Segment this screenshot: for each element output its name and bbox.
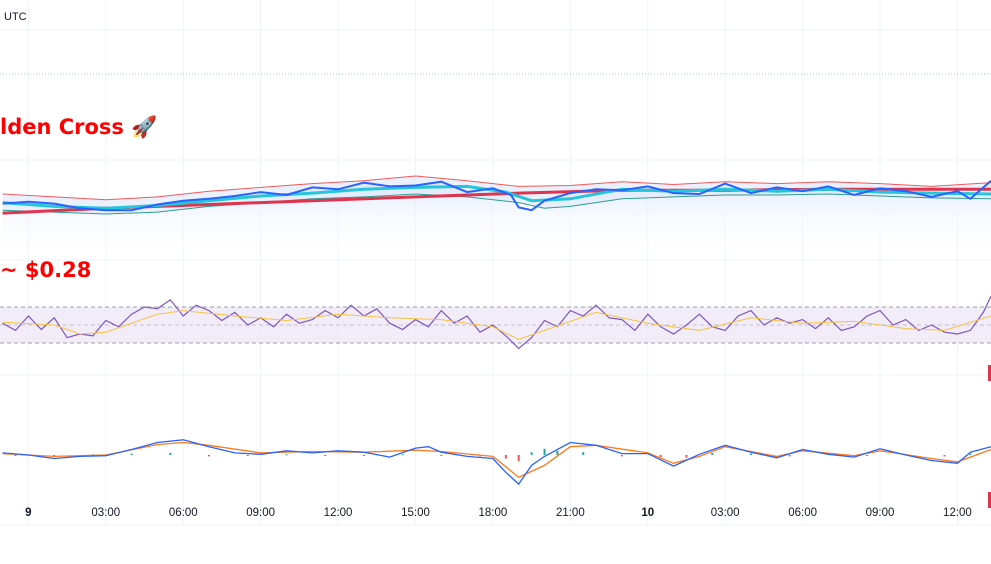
histogram-bar — [543, 448, 546, 455]
histogram-bar — [246, 455, 249, 456]
series-macd — [2, 439, 991, 486]
series-band-upper — [2, 175, 991, 201]
x-tick-label: 09:00 — [866, 507, 895, 519]
macd-panel — [2, 439, 991, 486]
grid-lines — [0, 0, 991, 526]
histogram-bar — [14, 455, 17, 456]
x-tick-label: 03:00 — [711, 507, 740, 519]
series-ma-slow — [2, 187, 991, 215]
macd-edge-marker — [988, 492, 991, 508]
histogram-bar — [788, 455, 791, 457]
x-tick-label: 03:00 — [91, 507, 120, 519]
series-rsi-signal — [2, 310, 991, 340]
x-tick-label: 9 — [25, 507, 31, 519]
series-band-lower — [2, 193, 991, 215]
x-tick-label: 06:00 — [169, 507, 198, 519]
x-tick-label: 06:00 — [788, 507, 817, 519]
histogram-bar — [582, 452, 585, 455]
histogram-bar — [324, 455, 327, 456]
histogram-bar — [685, 455, 688, 458]
histogram-bar — [53, 455, 56, 457]
histogram-bar — [659, 455, 662, 458]
x-tick-label: 12:00 — [324, 507, 353, 519]
price-panel — [2, 175, 991, 258]
histogram-bar — [517, 455, 520, 462]
series-macd-signal — [2, 441, 991, 478]
time-axis: 9 03:00 06:00 09:00 12:00 15:00 18:00 21:00 10 03… — [25, 507, 972, 519]
histogram-bar — [556, 450, 559, 455]
histogram-bar — [530, 452, 533, 455]
histogram-bar — [169, 452, 172, 455]
histogram-bar — [440, 455, 443, 456]
price-target-annotation: ~ $0.28 — [0, 258, 91, 282]
histogram-bar — [285, 454, 288, 456]
x-tick-label: 10 — [641, 507, 654, 519]
golden-cross-annotation: lden Cross 🚀 — [0, 114, 157, 139]
x-tick-label: 09:00 — [246, 507, 275, 519]
histogram-bar — [504, 455, 507, 459]
series-price — [2, 179, 991, 212]
histogram-bar — [401, 454, 404, 456]
histogram-bar — [620, 455, 623, 457]
x-tick-label: 12:00 — [943, 507, 972, 519]
histogram-bar — [362, 455, 365, 456]
histogram-bar — [943, 455, 946, 457]
histogram-bar — [208, 455, 211, 457]
histogram-bar — [969, 453, 972, 455]
histogram-bar — [749, 453, 752, 455]
x-tick-label: 18:00 — [479, 507, 508, 519]
histogram-bar — [130, 453, 133, 455]
timezone-label: UTC — [4, 11, 27, 23]
histogram-bar — [866, 455, 869, 456]
x-tick-label: 21:00 — [556, 507, 585, 519]
price-area-fill — [2, 180, 991, 258]
rsi-edge-marker — [988, 365, 991, 381]
histogram-bar — [711, 452, 714, 455]
rsi-panel — [0, 295, 991, 350]
x-tick-label: 15:00 — [401, 507, 430, 519]
